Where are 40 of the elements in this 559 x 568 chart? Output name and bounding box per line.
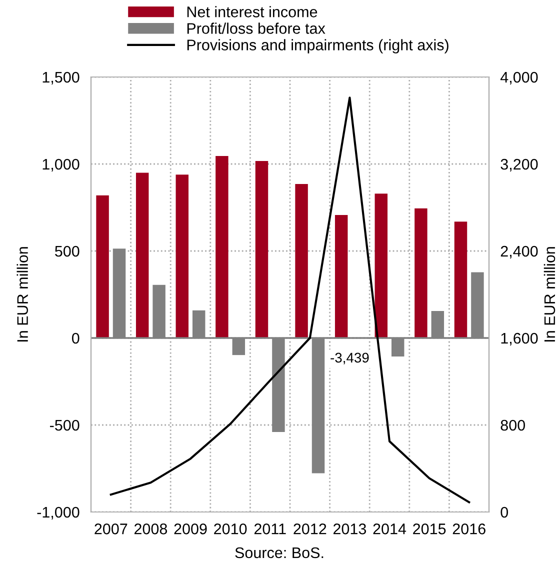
legend-label: Profit/loss before tax	[187, 22, 326, 34]
y2-tick-label: 0	[500, 506, 508, 518]
bar	[414, 208, 428, 338]
x-tick-label: 2016	[452, 524, 486, 534]
line-series	[110, 96, 470, 504]
bar	[334, 214, 348, 338]
x-tick-label: 2008	[134, 524, 168, 534]
y-axis-title: In EUR million	[16, 247, 28, 342]
text: -3,439	[330, 352, 369, 364]
x-tick-label: 2015	[413, 524, 446, 534]
bar	[216, 156, 228, 338]
bar	[136, 172, 149, 338]
bar	[374, 194, 388, 338]
x-tick-label: 2013	[333, 524, 366, 534]
x-tick-label: 2014	[373, 524, 406, 534]
bar	[176, 174, 189, 338]
source-note: Source: BoS.	[235, 547, 324, 558]
y2-tick-label: 2,400	[500, 246, 538, 258]
bar	[96, 195, 109, 338]
y-tick-label: -500	[50, 420, 80, 431]
bar	[295, 184, 308, 338]
y2-tick-label: 800	[500, 420, 526, 431]
legend-label: Net interest income	[187, 6, 318, 18]
y2-tick-label: 3,200	[500, 158, 538, 172]
y-tick-label: -1,000	[37, 506, 80, 520]
y-tick-label: 0	[72, 332, 80, 344]
x-tick-label: 2010	[214, 524, 247, 534]
legend-label: Provisions and impairments (right axis)	[187, 39, 448, 54]
x-tick-label: 2007	[94, 524, 128, 534]
bar	[255, 161, 268, 338]
x-tick-label: 2012	[294, 524, 326, 534]
y-tick-label: 1,500	[42, 72, 80, 84]
y2-tick-label: 1,600	[501, 332, 538, 346]
y2-axis-title: In EUR million	[544, 247, 556, 342]
y2-tick-label: 4,000	[500, 72, 538, 84]
x-tick-label: 2011	[254, 524, 286, 534]
y-tick-label: 500	[55, 246, 80, 257]
y-tick-label: 1,000	[42, 158, 80, 172]
bar	[454, 222, 468, 338]
x-tick-label: 2009	[174, 524, 207, 534]
